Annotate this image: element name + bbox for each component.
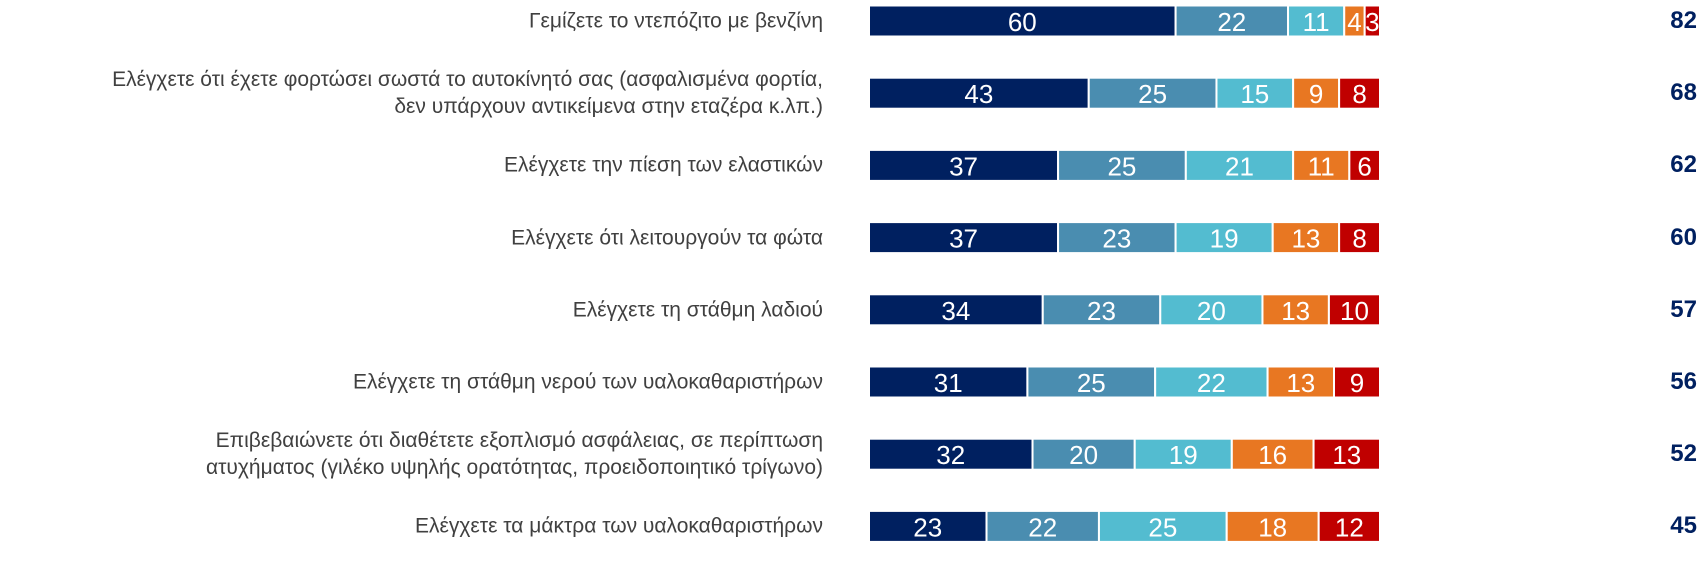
value-label: 23 xyxy=(913,512,942,542)
value-label: 10 xyxy=(1340,296,1369,326)
category-label: Επιβεβαιώνετε ότι διαθέτετε εξοπλισμό ασ… xyxy=(205,429,823,480)
bar-segment xyxy=(1174,4,1290,38)
bar-segment xyxy=(868,221,1060,255)
value-label: 3 xyxy=(1365,7,1379,37)
value-label: 11 xyxy=(1303,7,1330,37)
category-label: Ελέγχετε ότι λειτουργούν τα φώτα xyxy=(511,226,823,250)
value-label: 12 xyxy=(1335,512,1364,542)
bar-segment xyxy=(1097,509,1228,543)
total-label: 82 xyxy=(1670,7,1697,34)
value-label: 25 xyxy=(1077,368,1106,398)
value-label: 8 xyxy=(1352,224,1366,254)
total-label: 62 xyxy=(1670,151,1697,179)
bar-segment xyxy=(1271,221,1341,255)
value-label: 25 xyxy=(1148,512,1177,542)
bar-segment xyxy=(868,437,1034,471)
value-label: 6 xyxy=(1357,151,1371,181)
value-label: 21 xyxy=(1225,151,1254,181)
bar-segment xyxy=(1057,148,1187,182)
value-label: 16 xyxy=(1258,440,1287,470)
bar-segment xyxy=(1338,221,1381,255)
bar-segment xyxy=(1174,221,1274,255)
value-label: 19 xyxy=(1169,440,1198,470)
bar-segment xyxy=(868,293,1044,327)
bar-segment xyxy=(1041,293,1162,327)
bar-segment xyxy=(1159,293,1264,327)
value-label: 22 xyxy=(1197,368,1226,398)
value-label: 9 xyxy=(1350,368,1364,398)
category-label: Ελέγχετε τη στάθμη νερού των υαλοκαθαρισ… xyxy=(352,370,823,394)
category-label: Ελέγχετε τα μάκτρα των υαλοκαθαριστήρων xyxy=(415,514,823,538)
value-label: 31 xyxy=(934,368,963,398)
value-label: 34 xyxy=(941,296,970,326)
value-label: 20 xyxy=(1197,296,1226,326)
value-label: 25 xyxy=(1107,151,1136,181)
total-label: 60 xyxy=(1670,223,1697,251)
category-label: Ελέγχετε ότι έχετε φορτώσει σωστά το αυτ… xyxy=(112,68,823,119)
bar-segment xyxy=(1338,76,1381,110)
value-label: 37 xyxy=(949,224,978,254)
bar-segment xyxy=(1230,437,1315,471)
value-label: 23 xyxy=(1087,296,1116,326)
total-label: 45 xyxy=(1670,512,1697,540)
category-label: Ελέγχετε τη στάθμη λαδιού xyxy=(572,298,823,322)
total-label: 68 xyxy=(1670,79,1697,107)
bar-segment xyxy=(1057,221,1177,255)
bar-segment xyxy=(1327,293,1382,327)
value-label: 13 xyxy=(1291,224,1320,254)
total-label: 56 xyxy=(1670,368,1697,395)
bar-segment xyxy=(1225,509,1320,543)
value-label: 22 xyxy=(1217,7,1246,37)
value-label: 60 xyxy=(1008,7,1037,37)
value-label: 20 xyxy=(1069,440,1098,470)
total-label: 52 xyxy=(1670,440,1697,468)
bar-segment xyxy=(1266,365,1336,399)
bar-segment xyxy=(1363,4,1382,38)
value-label: 11 xyxy=(1308,151,1335,181)
bar-segment xyxy=(1292,76,1341,110)
bar-segment xyxy=(868,509,988,543)
value-label: 43 xyxy=(964,79,993,109)
bar-segment xyxy=(1031,437,1136,471)
value-label: 32 xyxy=(936,440,965,470)
value-label: 13 xyxy=(1286,368,1315,398)
value-label: 4 xyxy=(1347,7,1361,37)
value-label: 18 xyxy=(1258,512,1287,542)
bar-segment xyxy=(1312,437,1381,471)
value-label: 19 xyxy=(1210,224,1239,254)
bar-segment xyxy=(1348,148,1381,182)
bar-segment xyxy=(1317,509,1382,543)
value-label: 8 xyxy=(1352,79,1366,109)
category-label: Γεμίζετε το ντεπόζιτο με βενζίνη xyxy=(528,9,823,33)
value-label: 13 xyxy=(1281,296,1310,326)
value-label: 22 xyxy=(1028,512,1057,542)
value-label: 13 xyxy=(1332,440,1361,470)
value-label: 23 xyxy=(1102,224,1131,254)
value-label: 37 xyxy=(949,151,978,181)
bar-segment xyxy=(868,4,1177,38)
value-label: 15 xyxy=(1240,79,1269,109)
bar-segment xyxy=(1333,365,1382,399)
total-label: 57 xyxy=(1670,295,1697,323)
value-label: 25 xyxy=(1138,79,1167,109)
value-label: 9 xyxy=(1309,79,1323,109)
bar-segment xyxy=(868,365,1029,399)
bar-segment xyxy=(985,509,1100,543)
category-label: Ελέγχετε την πίεση των ελαστικών xyxy=(503,153,823,177)
bar-segment xyxy=(1026,365,1157,399)
